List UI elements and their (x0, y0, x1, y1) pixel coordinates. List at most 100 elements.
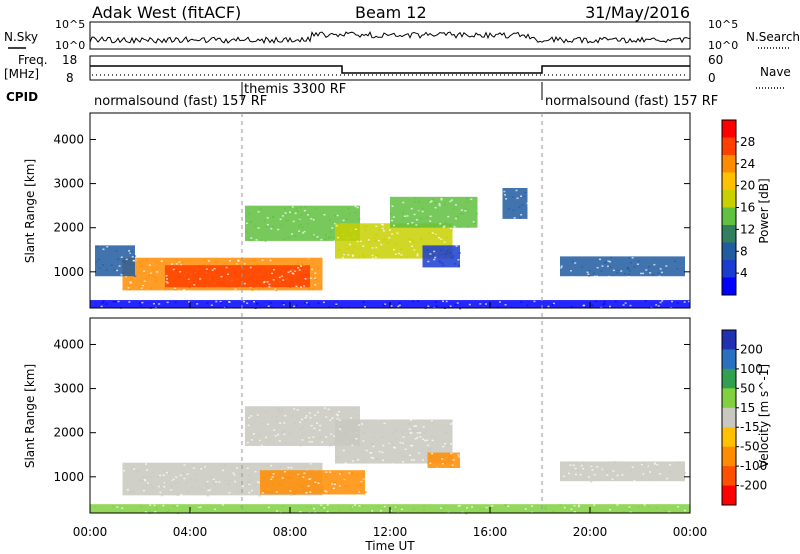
power-speckle (592, 272, 595, 275)
power-speckle (118, 265, 121, 267)
velocity-speckle (654, 462, 657, 464)
velocity-speckle (214, 481, 217, 483)
power-speckle (133, 255, 136, 257)
velocity-speckle (151, 471, 154, 474)
velocity-speckle (341, 471, 344, 474)
velocity-speckle (381, 436, 384, 438)
velocity-speckle (242, 485, 245, 487)
velocity-speckle (116, 506, 119, 508)
velocity-speckle (278, 484, 281, 486)
velocity-speckle (144, 479, 147, 482)
power-speckle (332, 236, 335, 239)
power-speckle (292, 220, 295, 223)
power-speckle (446, 236, 449, 239)
velocity-speckle (613, 477, 616, 479)
power-speckle (413, 197, 416, 199)
velocity-speckle (351, 460, 354, 462)
power-speckle (203, 286, 206, 289)
power-region-7 (560, 256, 685, 277)
power-speckle (205, 268, 208, 270)
power-speckle (627, 268, 630, 270)
nsearch-ytick-bottom: 10^0 (708, 39, 738, 52)
velocity-speckle (360, 423, 363, 425)
power-speckle (428, 225, 431, 227)
power-speckle (582, 304, 585, 307)
velocity-speckle (159, 474, 162, 477)
power-speckle (441, 262, 444, 264)
power-speckle (294, 212, 297, 215)
power-speckle (221, 276, 224, 279)
velocity-speckle (192, 467, 195, 469)
power-speckle (335, 304, 338, 306)
power-speckle (315, 207, 318, 210)
power-speckle (120, 256, 123, 258)
power-speckle (250, 259, 253, 262)
power-speckle (306, 223, 309, 225)
power-speckle (343, 253, 346, 256)
power-speckle (248, 212, 251, 215)
power-speckle (461, 212, 464, 215)
velocity-speckle (574, 467, 577, 470)
velocity-speckle (276, 407, 279, 409)
velocity-speckle (206, 486, 209, 488)
power-speckle (451, 257, 454, 259)
power-speckle (671, 300, 674, 303)
cpid-mode-1: normalsound (fast) 157 RF (94, 94, 267, 109)
velocity-speckle (338, 419, 341, 421)
velocity-speckle (206, 494, 209, 497)
velocity-speckle (419, 432, 422, 434)
power-speckle (434, 256, 437, 259)
power-speckle (445, 253, 448, 255)
velocity-speckle (344, 485, 347, 487)
velocity-speckle (251, 437, 254, 440)
velocity-speckle (153, 504, 156, 507)
power-speckle (121, 272, 124, 275)
velocity-speckle (304, 417, 307, 419)
power-speckle (105, 269, 108, 271)
velocity-speckle (606, 470, 609, 472)
power-speckle (442, 226, 445, 228)
velocity-speckle (362, 472, 365, 475)
power-speckle (151, 275, 154, 277)
power-speckle (415, 224, 418, 226)
power-speckle (457, 259, 460, 261)
power-speckle (626, 267, 629, 270)
power-speckle (356, 206, 359, 209)
velocity-speckle (206, 480, 209, 483)
power-speckle (394, 253, 397, 255)
velocity-speckle (143, 487, 146, 489)
velocity-speckle (276, 510, 279, 512)
velocity-speckle (170, 485, 173, 487)
power-speckle (413, 249, 416, 251)
velocity-speckle (368, 510, 371, 512)
power-speckle (256, 263, 259, 265)
power-speckle (220, 282, 223, 285)
power-speckle (438, 204, 441, 207)
power-speckle (128, 252, 131, 254)
velocity-speckle (289, 490, 292, 492)
velocity-speckle (303, 472, 306, 474)
nsky-ytick-top: 10^5 (55, 18, 85, 31)
power-speckle (148, 264, 151, 266)
power-speckle (176, 283, 179, 285)
power-speckle (520, 195, 523, 198)
power-speckle (143, 280, 146, 282)
velocity-speckle (677, 461, 680, 464)
velocity-speckle (361, 504, 364, 507)
velocity-speckle (380, 509, 383, 512)
power-speckle (448, 244, 451, 247)
power-colorbar-tick-label: 16 (740, 201, 755, 215)
power-speckle (331, 227, 334, 229)
velocity-speckle (308, 412, 311, 414)
velocity-speckle (443, 506, 446, 508)
power-speckle (609, 260, 612, 263)
power-speckle (229, 272, 232, 275)
power-speckle (658, 266, 661, 268)
power-speckle (455, 245, 458, 247)
power-speckle (263, 220, 266, 222)
velocity-colorbar-label: Velocity [m s^-1] (757, 364, 771, 468)
power-speckle (181, 261, 184, 263)
velocity-speckle (640, 476, 643, 479)
velocity-speckle (358, 424, 361, 426)
